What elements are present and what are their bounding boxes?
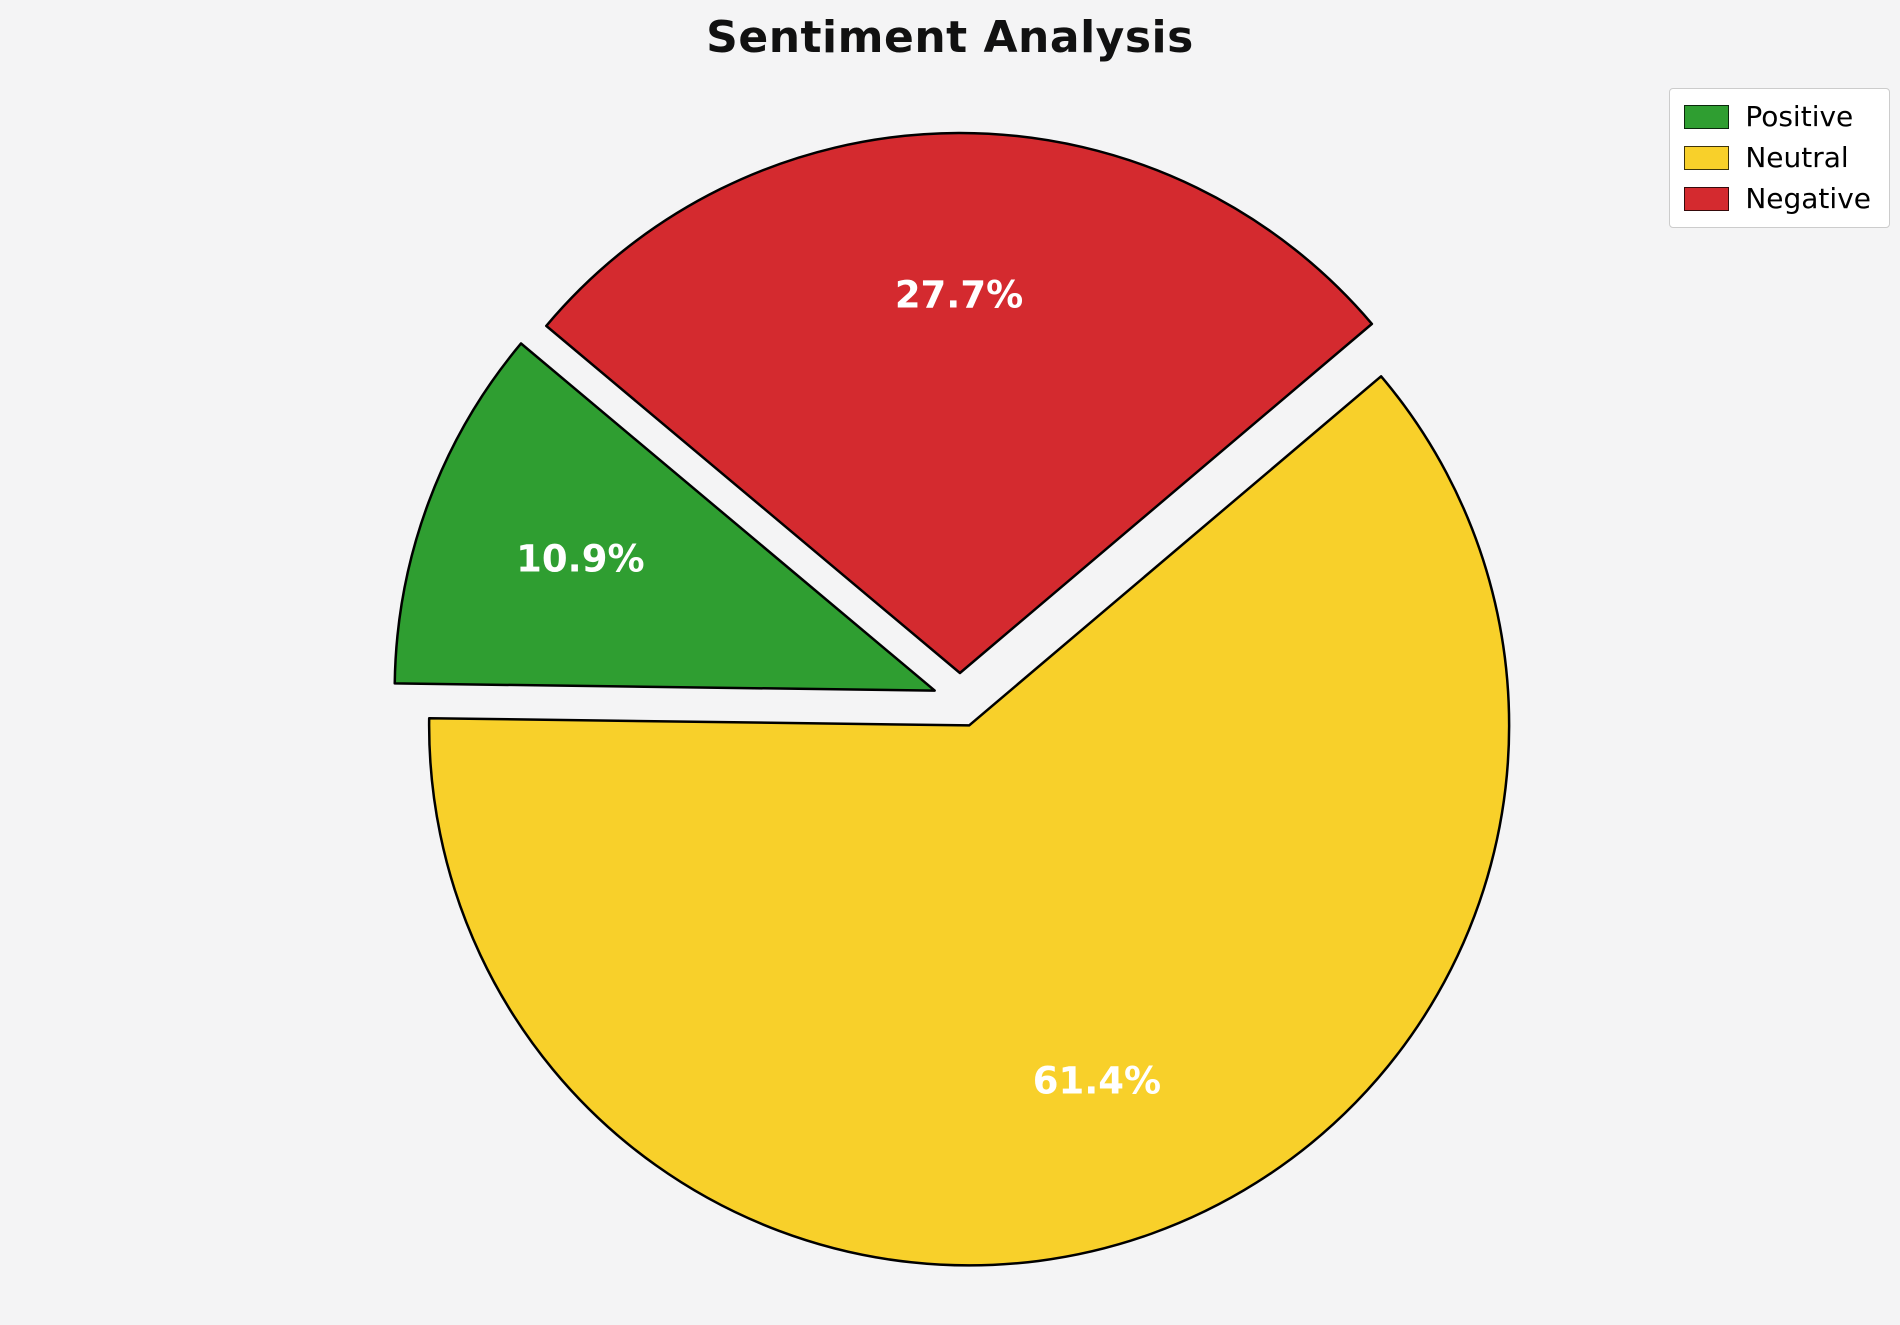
legend-item-negative: Negative xyxy=(1684,185,1871,213)
legend-label-positive: Positive xyxy=(1745,100,1854,133)
pie-percent-label-neutral: 61.4% xyxy=(1033,1060,1161,1103)
legend-label-neutral: Neutral xyxy=(1745,141,1849,174)
legend-label-negative: Negative xyxy=(1745,182,1871,215)
legend-item-neutral: Neutral xyxy=(1684,144,1871,172)
pie-percent-label-positive: 10.9% xyxy=(516,537,644,580)
legend-swatch-negative xyxy=(1684,187,1730,211)
pie-percent-label-negative: 27.7% xyxy=(895,274,1023,317)
legend-swatch-neutral xyxy=(1684,146,1730,170)
chart-title: Sentiment Analysis xyxy=(706,12,1194,63)
legend-swatch-positive xyxy=(1684,105,1730,129)
legend-item-positive: Positive xyxy=(1684,103,1871,131)
pie-slice-positive xyxy=(393,342,936,692)
pie-slice-neutral xyxy=(427,375,1511,1267)
pie-slice-negative xyxy=(545,131,1374,675)
legend: Positive Neutral Negative xyxy=(1669,88,1890,228)
